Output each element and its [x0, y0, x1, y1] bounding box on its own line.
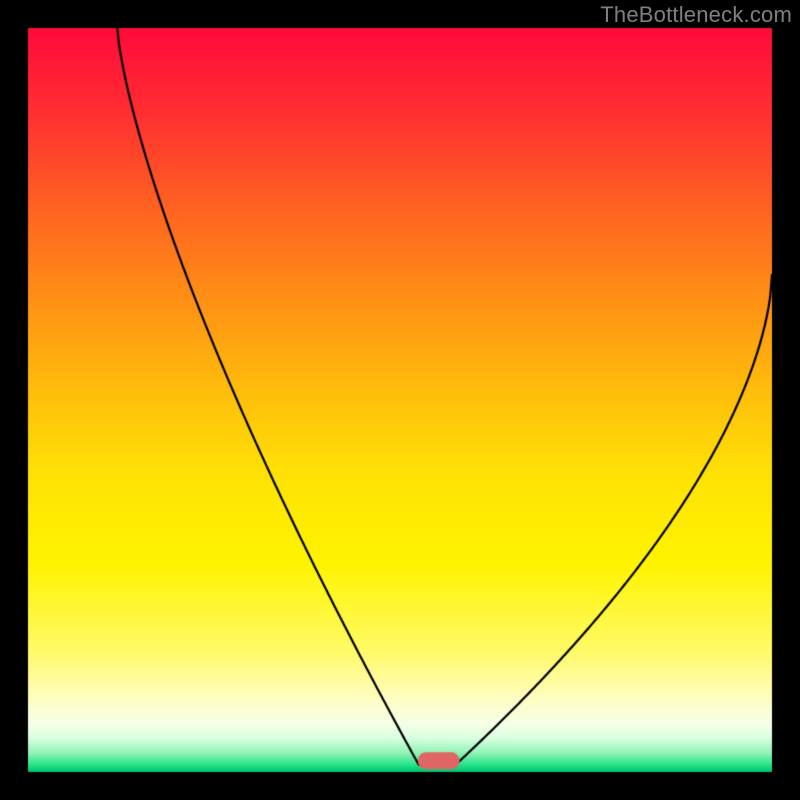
watermark-text: TheBottleneck.com: [600, 2, 792, 28]
bottleneck-chart: [0, 0, 800, 800]
